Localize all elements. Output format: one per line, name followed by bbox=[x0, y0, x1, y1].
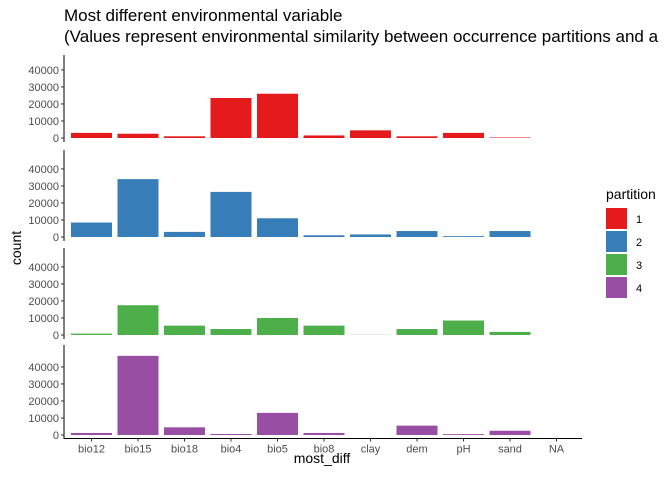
bar-clay-partition-1 bbox=[350, 130, 391, 138]
bar-pH-partition-3 bbox=[443, 320, 484, 335]
y-tick-label: 0 bbox=[53, 232, 59, 244]
bar-bio12-partition-4 bbox=[71, 432, 112, 435]
bar-dem-partition-3 bbox=[396, 329, 438, 335]
bar-pH-partition-1 bbox=[443, 132, 484, 138]
bar-sand-partition-4 bbox=[489, 430, 531, 435]
facet-panel-1: 0 10000 20000 30000 40000 bbox=[28, 55, 531, 145]
legend-label-1: 1 bbox=[636, 214, 642, 226]
y-tick-label: 40000 bbox=[28, 362, 59, 374]
x-tick-label: sand bbox=[498, 444, 522, 456]
bar-bio4-partition-3 bbox=[210, 329, 252, 335]
y-tick-label: 30000 bbox=[28, 379, 59, 391]
bar-bio12-partition-3 bbox=[71, 333, 112, 335]
x-tick-label: NA bbox=[549, 444, 565, 456]
bar-bio8-partition-1 bbox=[303, 135, 345, 138]
facet-panel-2: 0 10000 20000 30000 40000 bbox=[28, 150, 531, 244]
bar-bio15-partition-4 bbox=[117, 355, 159, 435]
bar-bio8-partition-3 bbox=[303, 325, 345, 335]
bar-bio8-partition-2 bbox=[303, 235, 345, 237]
bar-bio15-partition-2 bbox=[117, 179, 159, 237]
bar-sand-partition-1 bbox=[489, 137, 531, 138]
bar-dem-partition-1 bbox=[396, 136, 438, 138]
y-tick-label: 20000 bbox=[28, 396, 59, 408]
x-tick-label: bio12 bbox=[78, 444, 105, 456]
legend: partition 1 2 3 4 bbox=[606, 186, 656, 298]
y-tick-label: 10000 bbox=[28, 413, 59, 425]
y-tick-label: 40000 bbox=[28, 262, 59, 274]
bar-bio4-partition-4 bbox=[210, 433, 252, 435]
x-axis-title: most_diff bbox=[294, 450, 351, 466]
bar-bio5-partition-1 bbox=[257, 93, 298, 138]
legend-title: partition bbox=[606, 186, 656, 202]
y-tick-label: 40000 bbox=[28, 65, 59, 77]
y-tick-label: 0 bbox=[53, 330, 59, 342]
bar-bio12-partition-1 bbox=[71, 132, 112, 138]
bar-pH-partition-2 bbox=[443, 236, 484, 237]
bar-dem-partition-2 bbox=[396, 231, 438, 237]
legend-label-2: 2 bbox=[636, 237, 642, 249]
x-tick-label: bio4 bbox=[221, 444, 242, 456]
legend-label-3: 3 bbox=[636, 260, 642, 272]
bar-bio18-partition-2 bbox=[164, 231, 205, 237]
y-tick-label: 0 bbox=[53, 133, 59, 145]
legend-key-2 bbox=[606, 231, 627, 252]
y-tick-label: 20000 bbox=[28, 198, 59, 210]
facet-panels: 0 10000 20000 30000 40000 0 10000 20000 30000 400… bbox=[28, 55, 531, 442]
bar-bio4-partition-2 bbox=[210, 191, 252, 237]
x-tick-label: clay bbox=[361, 444, 381, 456]
y-tick-label: 20000 bbox=[28, 99, 59, 111]
bar-bio8-partition-4 bbox=[303, 432, 345, 435]
chart-title-line-2: (Values represent environmental similari… bbox=[64, 27, 659, 46]
y-tick-label: 30000 bbox=[28, 279, 59, 291]
legend-key-3 bbox=[606, 254, 627, 275]
x-tick-label: bio5 bbox=[267, 444, 288, 456]
y-tick-label: 40000 bbox=[28, 164, 59, 176]
bar-sand-partition-2 bbox=[489, 231, 531, 237]
bar-bio5-partition-2 bbox=[257, 218, 298, 237]
bar-dem-partition-4 bbox=[396, 425, 438, 435]
chart-title-line-1: Most different environmental variable bbox=[64, 6, 342, 25]
x-tick-label: bio15 bbox=[125, 444, 152, 456]
bar-bio18-partition-3 bbox=[164, 325, 205, 335]
legend-label-4: 4 bbox=[636, 283, 642, 295]
facet-panel-4: 0 10000 20000 30000 40000 bbox=[28, 345, 531, 442]
y-tick-label: 10000 bbox=[28, 215, 59, 227]
x-tick-label: bio18 bbox=[171, 444, 198, 456]
bar-bio4-partition-1 bbox=[210, 98, 252, 138]
y-axis-title: count bbox=[8, 231, 24, 265]
y-tick-label: 30000 bbox=[28, 181, 59, 193]
x-axis: bio12 bio15 bio18 bio4 bio5 bio8 clay dem pH sand… bbox=[64, 438, 582, 456]
bar-bio15-partition-1 bbox=[117, 133, 159, 138]
y-tick-label: 0 bbox=[53, 430, 59, 442]
bar-bio15-partition-3 bbox=[117, 305, 159, 335]
x-tick-label: dem bbox=[406, 444, 427, 456]
y-tick-label: 10000 bbox=[28, 116, 59, 128]
bar-sand-partition-3 bbox=[489, 331, 531, 335]
bar-bio12-partition-2 bbox=[71, 222, 112, 237]
bar-bio18-partition-1 bbox=[164, 136, 205, 138]
bar-pH-partition-4 bbox=[443, 434, 484, 435]
y-tick-label: 10000 bbox=[28, 313, 59, 325]
bar-bio18-partition-4 bbox=[164, 427, 205, 435]
facet-panel-3: 0 10000 20000 30000 40000 bbox=[28, 248, 531, 342]
x-tick-label: pH bbox=[456, 444, 470, 456]
legend-key-1 bbox=[606, 208, 627, 229]
legend-key-4 bbox=[606, 277, 627, 298]
x-tick-label: bio8 bbox=[314, 444, 335, 456]
bar-clay-partition-2 bbox=[350, 234, 391, 237]
bar-bio5-partition-4 bbox=[257, 412, 298, 435]
bar-bio5-partition-3 bbox=[257, 317, 298, 335]
y-tick-label: 30000 bbox=[28, 82, 59, 94]
y-tick-label: 20000 bbox=[28, 296, 59, 308]
